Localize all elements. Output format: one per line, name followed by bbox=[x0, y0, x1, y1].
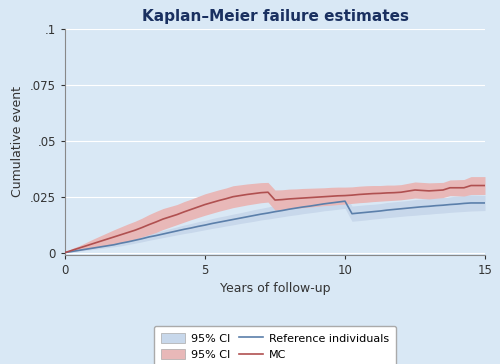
Title: Kaplan–Meier failure estimates: Kaplan–Meier failure estimates bbox=[142, 9, 408, 24]
Legend: 95% CI, 95% CI, Reference individuals, MC: 95% CI, 95% CI, Reference individuals, M… bbox=[154, 326, 396, 364]
X-axis label: Years of follow-up: Years of follow-up bbox=[220, 282, 330, 295]
Y-axis label: Cumulative event: Cumulative event bbox=[12, 87, 24, 197]
